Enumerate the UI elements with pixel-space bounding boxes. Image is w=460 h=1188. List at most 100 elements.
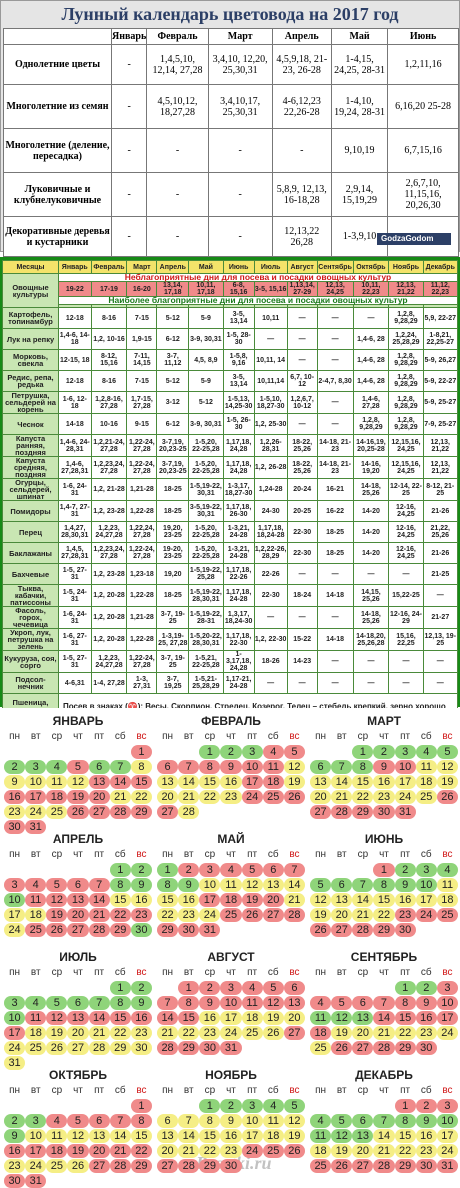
empty-day [331, 981, 352, 995]
day-cell: 27 [88, 1158, 110, 1173]
vegetable-cell: 1,2,26- 28,31 [253, 434, 288, 457]
day-cell: 20 [88, 1143, 110, 1158]
day-grid: 1 2 3 4 5 6 7 8 9 10 11 12 13 14 15 16 17 18 19 20 21 22 23 24 2… [310, 980, 458, 1055]
day-cell: 13 [67, 892, 89, 907]
vegetable-cell: 1,22-28 [126, 628, 158, 651]
day-cell: 10 [199, 877, 221, 892]
vegetable-cell: 1,2, 20-28 [90, 606, 128, 629]
empty-day [310, 863, 331, 877]
weekday-label: пн [315, 1085, 327, 1096]
weekday-label: сб [267, 1085, 279, 1096]
empty-day [46, 863, 67, 877]
day-grid: 1 2 3 4 5 6 7 8 9 10 11 12 13 14 15 16 17 18 19 20 21 22 23 24 2… [310, 744, 458, 819]
day-cell: 29 [109, 1040, 131, 1055]
weekday-label: пт [94, 1085, 105, 1096]
day-cell: 9 [394, 877, 416, 892]
month-header: Февраль [90, 260, 128, 274]
empty-day [352, 863, 373, 877]
day-cell: 14 [283, 877, 305, 892]
weekday-header: пн вт ср чт пт сб вс [157, 731, 305, 744]
vegetable-row-name: Укроп, лук, петрушка на зелень [2, 628, 59, 651]
month-title: НОЯБРЬ [205, 1068, 257, 1082]
weekday-label: пн [9, 849, 21, 860]
vegetable-row: Редис, репа, редька 12-18 8-16 7-15 5-12 5-9 3… [2, 370, 459, 392]
vegetable-cell: — [286, 606, 318, 629]
day-cell: 10 [436, 995, 458, 1010]
vegetable-cell: 18-22, 25,26 [286, 434, 318, 457]
vegetable-cell: 14-16, 19,20 [352, 456, 390, 479]
day-cell: 29 [373, 922, 395, 937]
day-cell: 12 [46, 1010, 68, 1025]
weekday-label: вт [30, 1085, 41, 1096]
vegetable-row: Картофель, топинамбур 12-18 8-16 7-15 5-12 5-… [2, 307, 459, 329]
day-cell: 17 [220, 1010, 242, 1025]
vegetable-cell: — [352, 672, 390, 694]
day-cell: 18 [262, 774, 284, 789]
vegetable-cell: 9-15 [126, 413, 158, 435]
month-title: АВГУСТ [207, 950, 255, 964]
weekday-label: вс [289, 849, 300, 860]
vegetable-cell: 1,22-28 [126, 500, 158, 522]
vegetable-cell: — [388, 563, 424, 585]
day-cell: 28 [157, 1040, 179, 1055]
corner-cell [3, 28, 112, 45]
day-cell: 5 [331, 995, 353, 1010]
day-cell: 10 [241, 759, 263, 774]
vegetable-cell: 1,17,18, 24,28 [222, 456, 255, 479]
month-header: Июнь [222, 260, 255, 274]
vegetable-cell: 12-15, 18 [58, 349, 92, 371]
vegetable-cell: — [316, 563, 354, 585]
vegetable-cell: 1,22-24, 27,28 [126, 650, 158, 673]
vegetable-cell: 20-25 [286, 500, 318, 522]
vegetable-cell: — [316, 391, 354, 414]
day-grid: 1 2 3 4 5 6 7 8 9 10 11 12 13 14 15 16 17 18 19 20 21 22 23 24 2… [157, 744, 305, 819]
vegetable-row: Бахчевые 1-5, 27-31 1,2, 23-28 1,23-18 19,20… [2, 563, 459, 585]
vegetable-cell: 1,2,8, 9,28,29 [388, 413, 424, 435]
day-cell: 7 [178, 1113, 200, 1128]
day-cell: 31 [25, 1173, 47, 1188]
vegetable-cell: — [316, 307, 354, 329]
day-cell: 11 [46, 1128, 68, 1143]
day-cell: 5 [310, 877, 332, 892]
vegetable-cell: 1-3,21, 24-28 [222, 521, 255, 543]
day-grid: 1 2 3 4 5 6 7 8 9 10 11 12 13 14 15 16 17 18 19 20 21 22 23 24 2… [4, 980, 152, 1070]
day-cell: 29 [394, 1040, 416, 1055]
vegetable-cell: 1,4-6, 14-18 [58, 328, 92, 350]
day-cell: 15 [157, 892, 179, 907]
day-cell: 6 [157, 759, 179, 774]
day-cell: 23 [178, 907, 200, 922]
day-cell: 26 [67, 804, 89, 819]
day-cell: 20 [283, 1010, 305, 1025]
day-cell: 19 [310, 907, 332, 922]
flower-cell: 4-6,12,23 22,26-28 [271, 84, 332, 129]
day-cell: 8 [130, 1113, 152, 1128]
day-cell: 28 [373, 1040, 395, 1055]
vegetable-calendar-panel: Месяцы Январь Февраль Март Апрель Май Июнь Июль… [0, 257, 460, 726]
weekday-label: вт [336, 967, 347, 978]
vegetable-cell: 21-25 [422, 563, 459, 585]
day-cell: 27 [67, 1040, 89, 1055]
vegetable-cell: 12-14, 22-25 [388, 478, 424, 501]
vegetable-cell: 1-8,21, 22,25-27 [422, 328, 459, 350]
flower-cell: 2,9,14, 15,19,29 [330, 172, 389, 217]
vegetable-cell: 15-22 [286, 628, 318, 651]
vegetable-cell: 18-25 [316, 521, 354, 543]
day-cell: 11 [415, 759, 437, 774]
vegetable-row: Огурцы, сельдерей, шпинат 1-6, 24-31 1,2, … [2, 478, 459, 501]
vegetable-cell: — [422, 672, 459, 694]
vegetable-row-name: Чеснок [2, 413, 59, 435]
day-cell: 31 [436, 1158, 458, 1173]
weekday-label: сб [114, 1085, 126, 1096]
vegetable-cell: 21-26 [422, 542, 459, 564]
vegetable-cell: 6-12 [156, 328, 190, 350]
vegetable-cell: — [286, 328, 318, 350]
vegetable-cell: 10,11 [253, 307, 288, 329]
vegetable-cell: 1-5,20, 22-25,28 [188, 456, 224, 479]
day-cell: 15 [373, 892, 395, 907]
vegetable-cell: 14-16,19, 20,25-28 [352, 434, 390, 457]
day-cell: 10 [220, 995, 242, 1010]
vegetable-cell: 1,22-24, 27,28 [126, 456, 158, 479]
weekday-label: вт [30, 731, 41, 742]
vegetable-cell: — [286, 349, 318, 371]
day-cell: 9 [415, 995, 437, 1010]
